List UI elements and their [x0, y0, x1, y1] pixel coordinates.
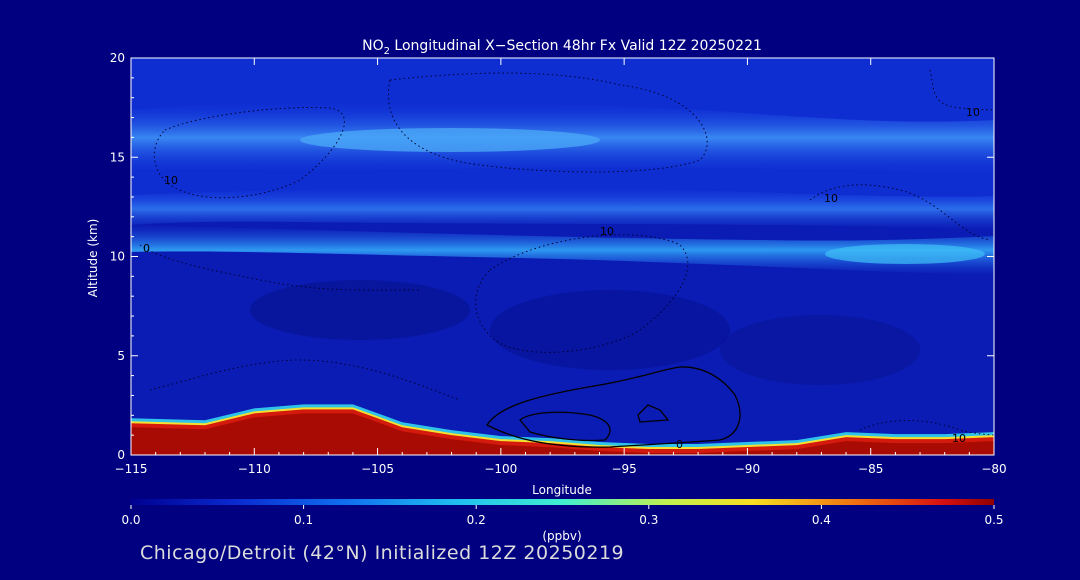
colorbar-tick-label: 0.0 [121, 513, 140, 527]
y-tick-label: 20 [110, 51, 125, 65]
contour-label: 10 [600, 225, 614, 238]
colorbar-ramp [131, 499, 994, 505]
band-upper-core [300, 128, 600, 152]
contour-dotted-8 [859, 420, 994, 436]
y-tick-label: 5 [117, 349, 125, 363]
y-tick-label: 10 [110, 250, 125, 264]
contour-solid-outer [486, 366, 741, 448]
contour-labels: 10 10 10 10 10 0 0 [143, 106, 980, 451]
x-tick-label: −85 [858, 462, 883, 476]
x-tick-label: −95 [611, 462, 636, 476]
chart-title: NO2 Longitudinal X−Section 48hr Fx Valid… [362, 38, 762, 57]
colorbar-tick-label: 0.4 [812, 513, 831, 527]
y-tick-label: 15 [110, 150, 125, 164]
dark-pocket-2 [490, 290, 730, 370]
x-tick-label: −100 [484, 462, 517, 476]
band-middle [131, 188, 994, 230]
footer-caption: Chicago/Detroit (42°N) Initialized 12Z 2… [140, 542, 625, 564]
contour-dotted-1 [153, 107, 345, 199]
contour-solid-small [637, 404, 670, 423]
contour-dotted-4 [929, 69, 994, 111]
x-axis: −115 −110 −105 −100 −95 −90 −85 −80 [115, 58, 1007, 476]
x-tick-label: −80 [981, 462, 1006, 476]
x-tick-label: −110 [238, 462, 271, 476]
colorbar-tick-label: 0.3 [639, 513, 658, 527]
contour-label: 10 [966, 106, 980, 119]
band-lower [131, 225, 994, 275]
colorbar-tick-label: 0.5 [984, 513, 1003, 527]
contour-label: 0 [676, 438, 683, 451]
dark-pocket-1 [250, 280, 470, 340]
x-axis-label: Longitude [532, 483, 592, 497]
surface-layer [131, 404, 994, 455]
x-tick-label: −115 [115, 462, 148, 476]
colorbar: 0.0 0.1 0.2 0.3 0.4 0.5 (ppbv) [121, 499, 1004, 543]
colorbar-unit: (ppbv) [542, 529, 581, 543]
dark-pocket-3 [720, 315, 920, 385]
colorbar-ticks: 0.0 0.1 0.2 0.3 0.4 0.5 [121, 505, 1004, 527]
contour-label: 0 [143, 242, 150, 255]
contour-label: 10 [164, 174, 178, 187]
y-axis: 0 5 10 15 20 [110, 51, 994, 462]
dotted-contours [139, 69, 994, 436]
solid-contours [486, 366, 741, 448]
colorbar-tick-label: 0.1 [294, 513, 313, 527]
contour-dotted-7 [149, 359, 461, 401]
colorbar-tick-label: 0.2 [467, 513, 486, 527]
contour-label: 10 [952, 432, 966, 445]
plot-area: 10 10 10 10 10 0 0 [131, 58, 994, 455]
contour-solid-inner [519, 411, 611, 442]
contour-label: 10 [824, 192, 838, 205]
surface-core-layer [131, 413, 994, 455]
x-tick-label: −105 [361, 462, 394, 476]
y-tick-label: 0 [117, 448, 125, 462]
band-lower-core [825, 244, 985, 264]
y-axis-label: Altitude (km) [86, 219, 100, 298]
x-tick-label: −90 [735, 462, 760, 476]
